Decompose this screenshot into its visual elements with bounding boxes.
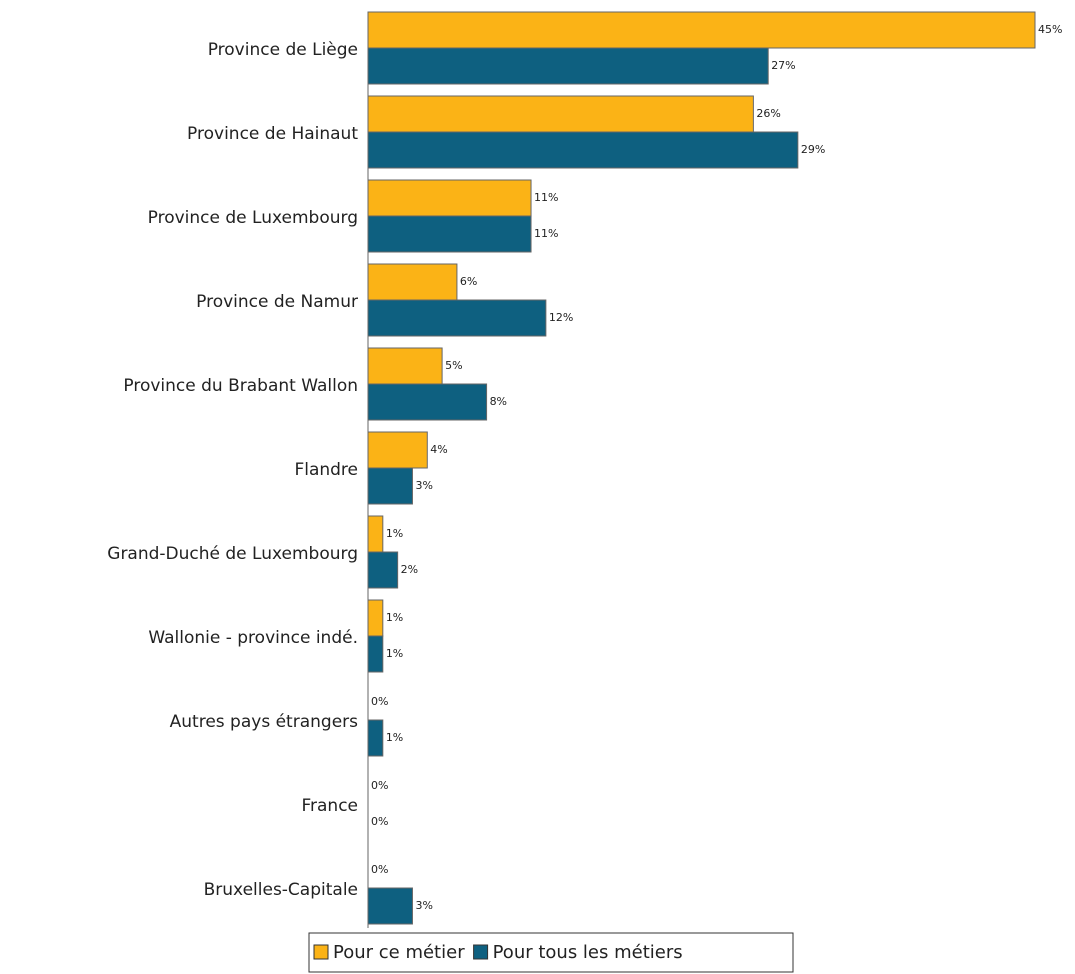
value-label: 27% bbox=[771, 59, 795, 72]
category-label: Grand-Duché de Luxembourg bbox=[107, 544, 358, 564]
legend-label: Pour tous les métiers bbox=[493, 942, 683, 963]
bar bbox=[367, 11, 1036, 49]
value-label: 5% bbox=[445, 359, 462, 372]
bar bbox=[367, 215, 532, 253]
value-label: 4% bbox=[430, 443, 447, 456]
value-label: 45% bbox=[1038, 23, 1062, 36]
value-label: 12% bbox=[549, 311, 573, 324]
bar bbox=[367, 635, 384, 673]
value-label: 0% bbox=[371, 695, 388, 708]
legend-swatch bbox=[313, 944, 329, 960]
bar bbox=[367, 887, 413, 925]
bar bbox=[367, 347, 443, 385]
bar bbox=[367, 551, 399, 589]
value-label: 1% bbox=[386, 527, 403, 540]
bar bbox=[367, 515, 384, 553]
bar bbox=[367, 599, 384, 637]
bar bbox=[367, 179, 532, 217]
bar bbox=[367, 719, 384, 757]
value-label: 2% bbox=[401, 563, 418, 576]
category-label: Autres pays étrangers bbox=[170, 712, 358, 732]
category-label: Province du Brabant Wallon bbox=[123, 376, 358, 396]
value-label: 6% bbox=[460, 275, 477, 288]
value-label: 1% bbox=[386, 647, 403, 660]
category-label: Province de Hainaut bbox=[187, 124, 358, 144]
value-label: 8% bbox=[490, 395, 507, 408]
value-label: 0% bbox=[371, 779, 388, 792]
bar bbox=[367, 431, 428, 469]
value-label: 1% bbox=[386, 611, 403, 624]
category-label: Bruxelles-Capitale bbox=[204, 880, 358, 900]
bar bbox=[367, 383, 488, 421]
bar bbox=[367, 131, 799, 169]
value-label: 0% bbox=[371, 815, 388, 828]
bar bbox=[367, 467, 413, 505]
category-label: Province de Liège bbox=[208, 40, 358, 60]
legend-label: Pour ce métier bbox=[333, 942, 465, 963]
value-label: 26% bbox=[756, 107, 780, 120]
category-label: Wallonie - province indé. bbox=[148, 628, 358, 648]
category-label: France bbox=[301, 796, 358, 816]
category-label: Province de Namur bbox=[196, 292, 358, 312]
value-label: 11% bbox=[534, 191, 558, 204]
value-label: 11% bbox=[534, 227, 558, 240]
value-label: 0% bbox=[371, 863, 388, 876]
legend-box bbox=[308, 932, 794, 973]
category-label: Flandre bbox=[294, 460, 358, 480]
value-label: 29% bbox=[801, 143, 825, 156]
value-label: 3% bbox=[415, 899, 432, 912]
value-label: 1% bbox=[386, 731, 403, 744]
bar bbox=[367, 47, 769, 85]
bar bbox=[367, 299, 547, 337]
category-label: Province de Luxembourg bbox=[148, 208, 358, 228]
value-label: 3% bbox=[415, 479, 432, 492]
bar bbox=[367, 263, 458, 301]
legend-swatch bbox=[473, 944, 489, 960]
bar bbox=[367, 95, 754, 133]
